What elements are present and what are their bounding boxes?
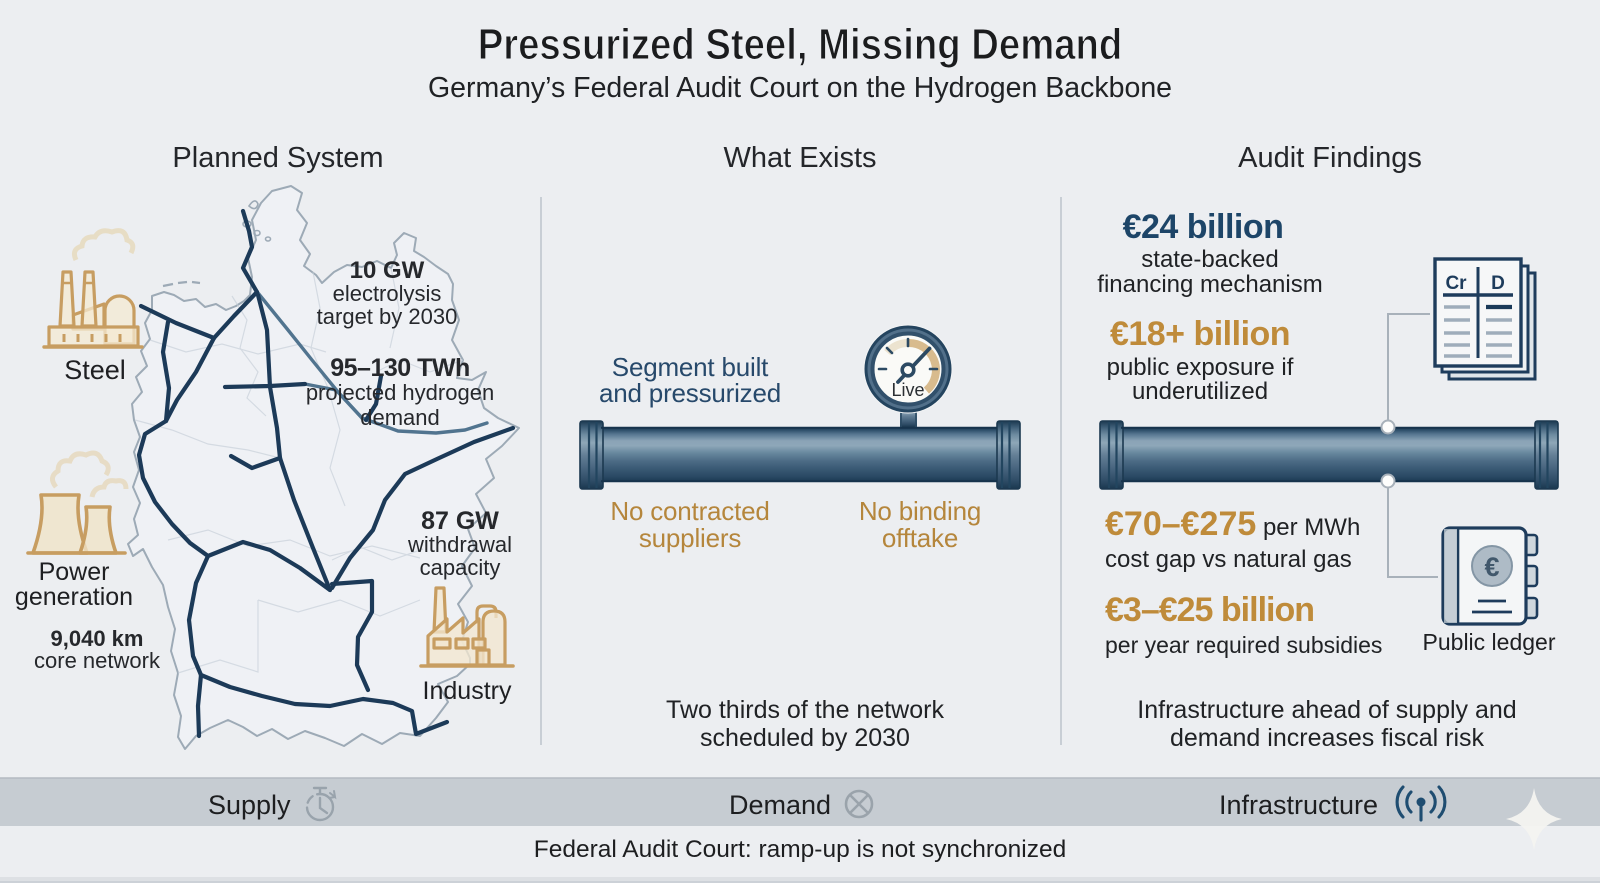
svg-text:Cr: Cr (1445, 273, 1467, 294)
svg-text:D: D (1491, 273, 1505, 294)
svg-text:€: € (1484, 552, 1499, 582)
